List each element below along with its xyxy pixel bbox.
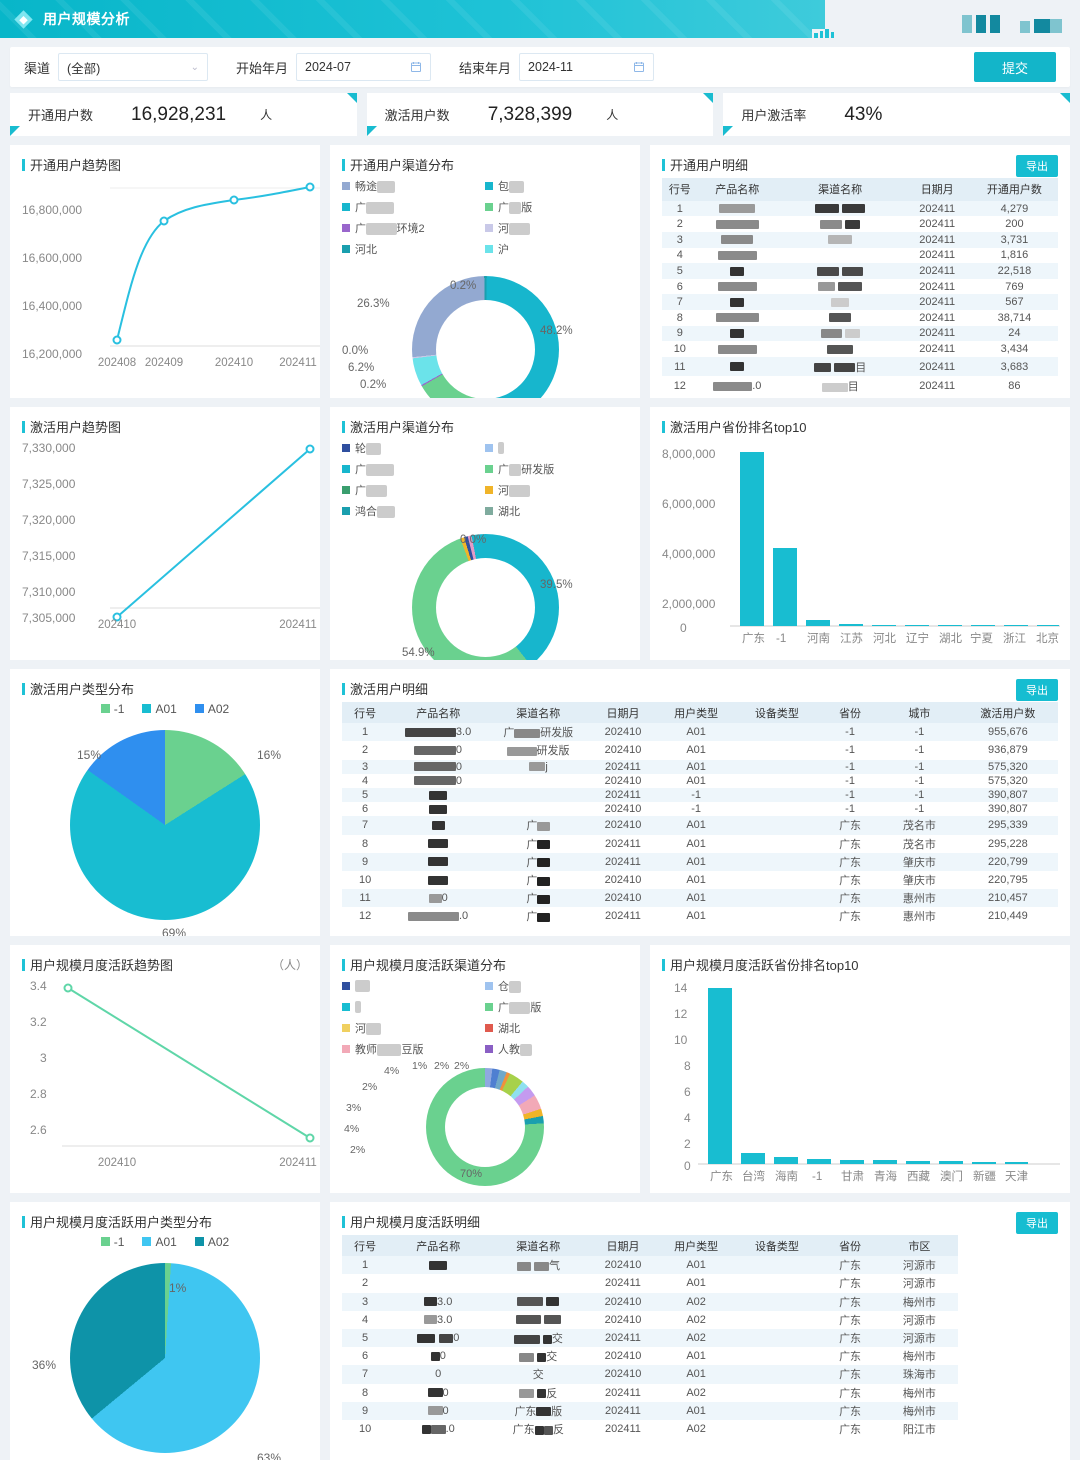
svg-text:7,315,000: 7,315,000 bbox=[22, 549, 76, 563]
svg-text:4,000,000: 4,000,000 bbox=[662, 547, 716, 561]
svg-text:宁夏: 宁夏 bbox=[970, 631, 993, 645]
svg-text:甘肃: 甘肃 bbox=[841, 1170, 864, 1183]
svg-text:青海: 青海 bbox=[874, 1169, 897, 1183]
svg-text:-1: -1 bbox=[812, 1171, 822, 1183]
svg-text:202410: 202410 bbox=[98, 1157, 136, 1169]
svg-text:10: 10 bbox=[674, 1033, 688, 1047]
svg-text:6,000,000: 6,000,000 bbox=[662, 497, 716, 511]
svg-text:广东: 广东 bbox=[742, 632, 765, 645]
svg-text:江苏: 江苏 bbox=[840, 632, 863, 645]
svg-text:0: 0 bbox=[680, 621, 687, 635]
svg-text:7,325,000: 7,325,000 bbox=[22, 477, 76, 491]
svg-text:2.8: 2.8 bbox=[30, 1087, 47, 1101]
svg-text:7,330,000: 7,330,000 bbox=[22, 441, 76, 455]
svg-text:辽宁: 辽宁 bbox=[906, 631, 929, 645]
svg-text:3: 3 bbox=[40, 1051, 47, 1065]
svg-text:2.6: 2.6 bbox=[30, 1123, 47, 1137]
svg-text:7,305,000: 7,305,000 bbox=[22, 611, 76, 625]
svg-text:台湾: 台湾 bbox=[742, 1169, 765, 1183]
svg-text:3.4: 3.4 bbox=[30, 979, 47, 993]
svg-text:202411: 202411 bbox=[279, 1157, 317, 1169]
svg-text:0: 0 bbox=[684, 1159, 691, 1173]
svg-text:7,320,000: 7,320,000 bbox=[22, 513, 76, 527]
svg-text:2: 2 bbox=[684, 1137, 691, 1151]
svg-text:6: 6 bbox=[684, 1085, 691, 1099]
svg-text:河北: 河北 bbox=[873, 632, 896, 645]
svg-text:海南: 海南 bbox=[775, 1169, 798, 1183]
svg-text:7,310,000: 7,310,000 bbox=[22, 585, 76, 599]
svg-text:湖北: 湖北 bbox=[939, 631, 962, 645]
svg-text:4: 4 bbox=[684, 1111, 691, 1125]
svg-text:16,400,000: 16,400,000 bbox=[22, 299, 82, 313]
svg-text:16,600,000: 16,600,000 bbox=[22, 251, 82, 265]
svg-text:广东: 广东 bbox=[710, 1170, 733, 1183]
svg-text:8: 8 bbox=[684, 1059, 691, 1073]
svg-text:202408: 202408 bbox=[98, 357, 136, 369]
svg-text:16,800,000: 16,800,000 bbox=[22, 203, 82, 217]
svg-text:河南: 河南 bbox=[807, 631, 830, 645]
svg-text:8,000,000: 8,000,000 bbox=[662, 447, 716, 461]
svg-text:天津: 天津 bbox=[1005, 1170, 1028, 1183]
svg-text:202410: 202410 bbox=[98, 619, 136, 631]
svg-text:202411: 202411 bbox=[279, 619, 317, 631]
svg-text:202411: 202411 bbox=[279, 357, 317, 369]
svg-text:浙江: 浙江 bbox=[1003, 632, 1026, 645]
svg-text:12: 12 bbox=[674, 1007, 688, 1021]
svg-text:北京: 北京 bbox=[1036, 631, 1059, 645]
svg-text:西藏: 西藏 bbox=[907, 1170, 930, 1183]
svg-text:202409: 202409 bbox=[145, 357, 183, 369]
svg-text:-1: -1 bbox=[776, 633, 786, 645]
svg-text:新疆: 新疆 bbox=[973, 1169, 996, 1183]
svg-text:202410: 202410 bbox=[215, 357, 253, 369]
svg-text:14: 14 bbox=[674, 981, 688, 995]
svg-text:16,200,000: 16,200,000 bbox=[22, 347, 82, 361]
svg-text:2,000,000: 2,000,000 bbox=[662, 597, 716, 611]
svg-text:3.2: 3.2 bbox=[30, 1015, 47, 1029]
svg-text:澳门: 澳门 bbox=[940, 1169, 963, 1183]
